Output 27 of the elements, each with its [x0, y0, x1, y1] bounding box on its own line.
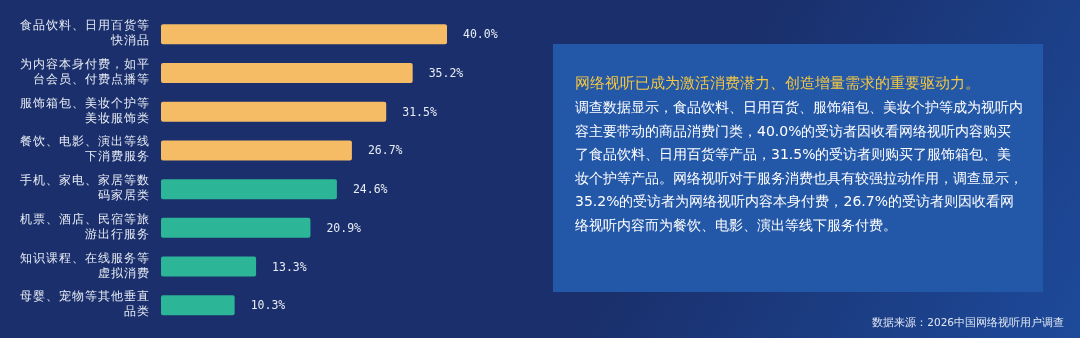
bar: [161, 140, 352, 161]
y-tick-label: 手机、家电、家居等数码家居类: [19, 173, 150, 204]
data-label: 10.3%: [250, 298, 286, 313]
bar: [161, 256, 257, 277]
y-tick-label: 母婴、宠物等其他垂直品类: [19, 289, 150, 320]
y-tick-label: 食品饮料、日用百货等快消品: [19, 18, 150, 49]
data-label: 31.5%: [402, 104, 437, 119]
data-label: 26.7%: [367, 143, 403, 158]
data-label: 24.6%: [352, 182, 388, 197]
bar: [161, 101, 387, 122]
text: 调查数据显示，食品饮料、日用百货、服饰箱包、美妆个护等成为视听内容主要带动的商品消费门类，40.0%的受访者因收看网络视听内容购买了食品饮料、日用百货等产品，31.5%的受访者则购买了服饰箱包、美妆个护等产品。网络视听对于服务消费也具有较强拉动作用，调查显示，35.2%的受访者为网络视听内容本身付费，26.7%的受访者则因收看网络视听内容而为餐饮、电影、演出等线下服务付费。: [575, 98, 1023, 235]
y-tick-label: 服饰箱包、美妆个护等美妆服饰类: [19, 95, 150, 126]
y-tick-label: 知识课程、在线服务等虚拟消费: [19, 250, 150, 281]
y-tick-label: 为内容本身付费，如平台会员、付费点播等: [19, 57, 150, 88]
bar: [161, 63, 413, 84]
bar: [161, 295, 235, 316]
y-tick-label: 机票、酒店、民宿等旅游出行服务: [19, 211, 150, 242]
data-label: 20.9%: [326, 220, 362, 235]
bar: [161, 24, 447, 45]
data-label: 40.0%: [463, 27, 498, 42]
y-tick-label: 餐饮、电影、演出等线下消费服务: [19, 134, 150, 165]
bar: [161, 179, 337, 200]
text: 网络视听已成为激活消费潜力、创造增量需求的重要驱动力。: [575, 73, 981, 94]
data-label: 13.3%: [272, 259, 307, 274]
bar: [161, 217, 311, 238]
source-note: 数据来源：2026中国网络视听用户调查: [872, 316, 1064, 330]
data-label: 35.2%: [428, 66, 464, 81]
